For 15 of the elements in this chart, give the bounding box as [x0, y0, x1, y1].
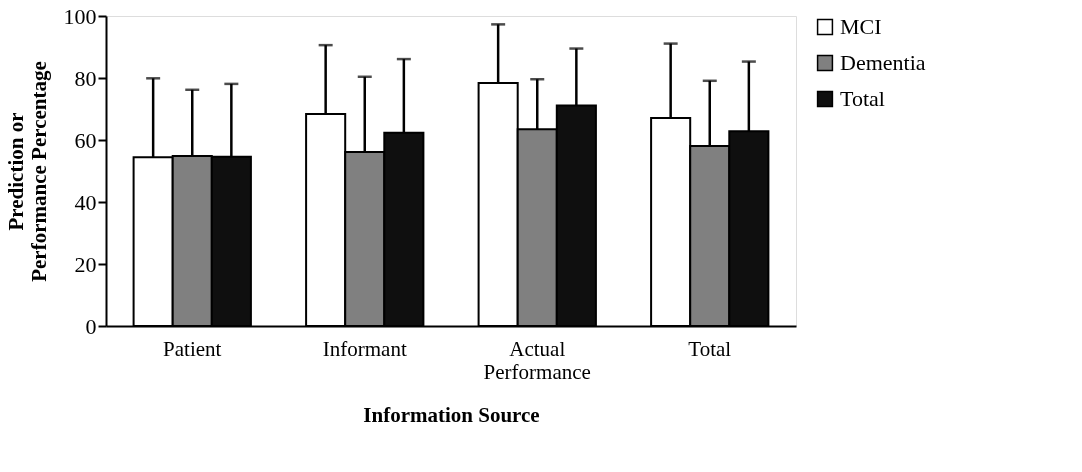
legend-label: MCI	[840, 14, 882, 39]
x-tick-label: Actual Performance	[483, 336, 591, 384]
y-tick-label: 40	[74, 189, 97, 215]
y-tick-label: 60	[74, 127, 97, 153]
x-axis-title: Information Source	[363, 402, 540, 427]
legend-label: Dementia	[840, 50, 926, 75]
legend-label: Total	[840, 86, 885, 111]
y-tick-label: 20	[74, 251, 97, 277]
y-axis-title: Prediction or Performance Percentage	[3, 61, 51, 282]
x-tick-label: Patient	[163, 336, 222, 361]
y-tick-label: 80	[74, 65, 97, 91]
y-tick-label: 0	[85, 313, 97, 339]
x-tick-label: Total	[688, 336, 732, 361]
y-tick-label: 100	[63, 3, 97, 29]
x-tick-label: Informant	[322, 336, 407, 361]
